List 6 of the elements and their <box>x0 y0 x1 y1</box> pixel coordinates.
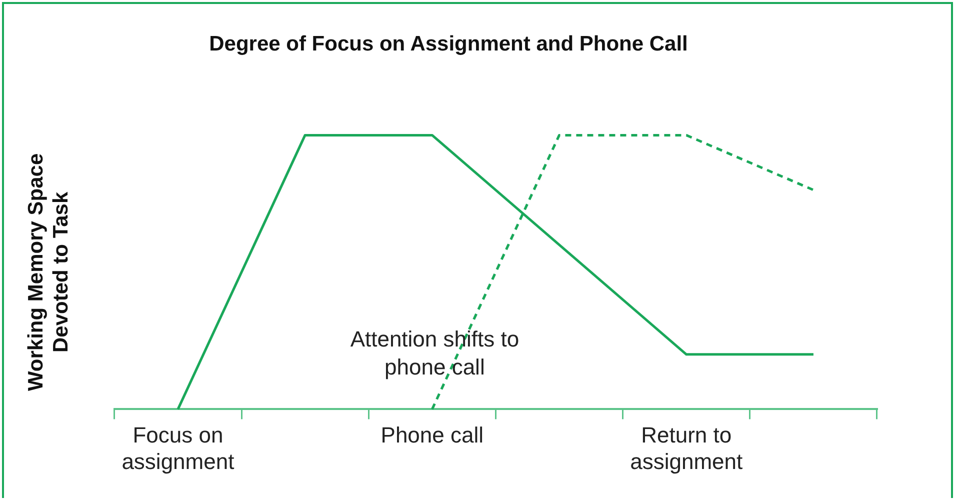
x-tick-label: Phone call <box>380 422 484 448</box>
chart-title: Degree of Focus on Assignment and Phone Call <box>209 32 688 56</box>
x-tick-label: Focus on assignment <box>122 422 234 474</box>
annotation: Attention shifts to phone call <box>350 326 520 380</box>
y-axis-title: Working Memory Space Devoted to Task <box>24 153 73 392</box>
x-tick-label: Return to assignment <box>630 422 743 474</box>
